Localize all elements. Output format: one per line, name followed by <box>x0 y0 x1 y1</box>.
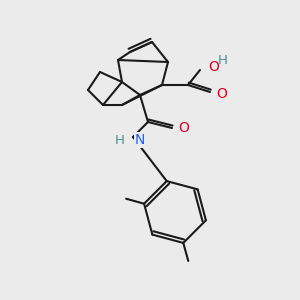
Text: H: H <box>115 134 125 146</box>
Text: N: N <box>135 133 146 147</box>
Text: O: O <box>208 60 219 74</box>
Text: H: H <box>218 53 228 67</box>
Text: O: O <box>216 87 227 101</box>
Text: O: O <box>178 121 189 135</box>
